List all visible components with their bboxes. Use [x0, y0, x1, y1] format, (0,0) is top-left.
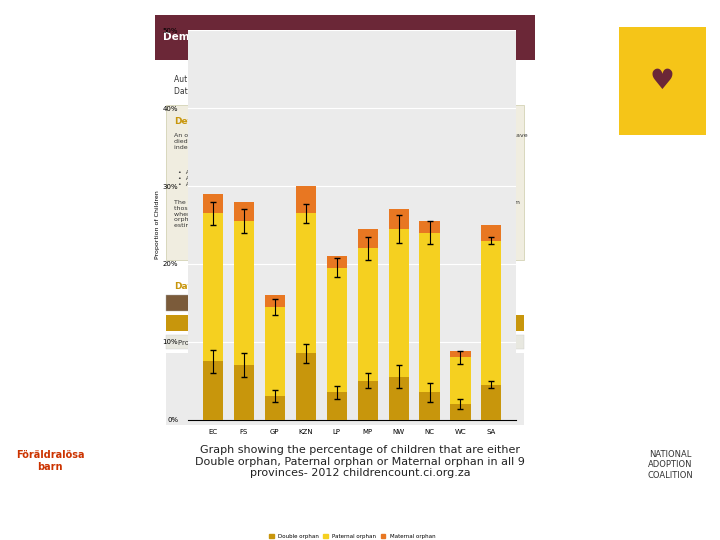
Bar — [234, 365, 254, 420]
Text: Tables: Tables — [366, 300, 385, 306]
Bar — [327, 393, 347, 420]
FancyBboxPatch shape — [166, 353, 523, 425]
Text: Bar Graph: Bar Graph — [289, 300, 321, 306]
FancyBboxPatch shape — [166, 315, 523, 331]
Bar — [265, 396, 285, 420]
Bar — [482, 384, 501, 420]
Text: Orphanhood: Orphanhood — [316, 319, 374, 327]
Text: Graph showing the percentage of children that are either
Double orphan, Paternal: Graph showing the percentage of children… — [195, 445, 525, 478]
FancyBboxPatch shape — [155, 15, 535, 60]
Text: ♥: ♥ — [650, 67, 675, 95]
Bar — [482, 240, 501, 384]
Bar — [451, 404, 471, 420]
Bar — [482, 225, 501, 240]
Text: The total number of orphans is the sum of maternal, paternal and double orphans.: The total number of orphans is the sum o… — [174, 200, 520, 228]
Text: Föräldralösa
barn: Föräldralösa barn — [16, 450, 84, 471]
Bar — [265, 307, 285, 396]
Text: Definition: Definition — [174, 117, 225, 126]
Bar — [296, 186, 316, 213]
Bar — [389, 210, 409, 229]
Bar — [451, 357, 471, 404]
Bar — [358, 381, 378, 420]
Text: Authors:  Katharine Hall & Helen McIntyre: Authors: Katharine Hall & Helen McIntyre — [174, 75, 335, 84]
Bar — [451, 351, 471, 357]
Y-axis label: Proportion of Children: Proportion of Children — [155, 191, 160, 259]
Bar — [203, 213, 223, 361]
Bar — [296, 213, 316, 354]
Bar — [327, 256, 347, 268]
FancyBboxPatch shape — [166, 105, 523, 260]
Legend: Double orphan, Paternal orphan, Maternal orphan: Double orphan, Paternal orphan, Maternal… — [267, 532, 438, 540]
Bar — [420, 233, 440, 393]
FancyBboxPatch shape — [345, 295, 406, 311]
Bar — [265, 295, 285, 307]
FancyBboxPatch shape — [267, 295, 343, 311]
Bar — [203, 194, 223, 213]
Text: Province  ▼   2012  ▼: Province ▼ 2012 ▼ — [178, 339, 252, 345]
Text: Data: Data — [174, 282, 198, 291]
FancyBboxPatch shape — [611, 16, 714, 146]
Bar — [203, 361, 223, 420]
Text: Trend Graph: Trend Graph — [434, 300, 472, 306]
Bar — [420, 393, 440, 420]
Bar — [420, 221, 440, 233]
Bar — [358, 229, 378, 248]
Bar — [358, 248, 378, 381]
FancyBboxPatch shape — [166, 335, 523, 349]
Text: An orphan is defined as a child under the age of 18 years whose mother, father, : An orphan is defined as a child under th… — [174, 133, 528, 150]
Text: NATIONAL
ADOPTION
COALITION: NATIONAL ADOPTION COALITION — [647, 450, 693, 480]
Bar — [389, 229, 409, 377]
Bar — [327, 268, 347, 393]
Bar — [389, 377, 409, 420]
Text: Date: August 2014: Date: August 2014 — [174, 87, 246, 96]
Bar — [296, 354, 316, 420]
FancyBboxPatch shape — [166, 295, 265, 311]
Text: Demography - Orphanhood: Demography - Orphanhood — [163, 32, 322, 42]
FancyBboxPatch shape — [408, 295, 499, 311]
Text: •  A maternal orphan is a child whose mother has died but whose father is alive;: • A maternal orphan is a child whose mot… — [174, 170, 433, 187]
Text: Stacked Graph: Stacked Graph — [192, 300, 239, 306]
Bar — [234, 221, 254, 365]
Bar — [234, 201, 254, 221]
